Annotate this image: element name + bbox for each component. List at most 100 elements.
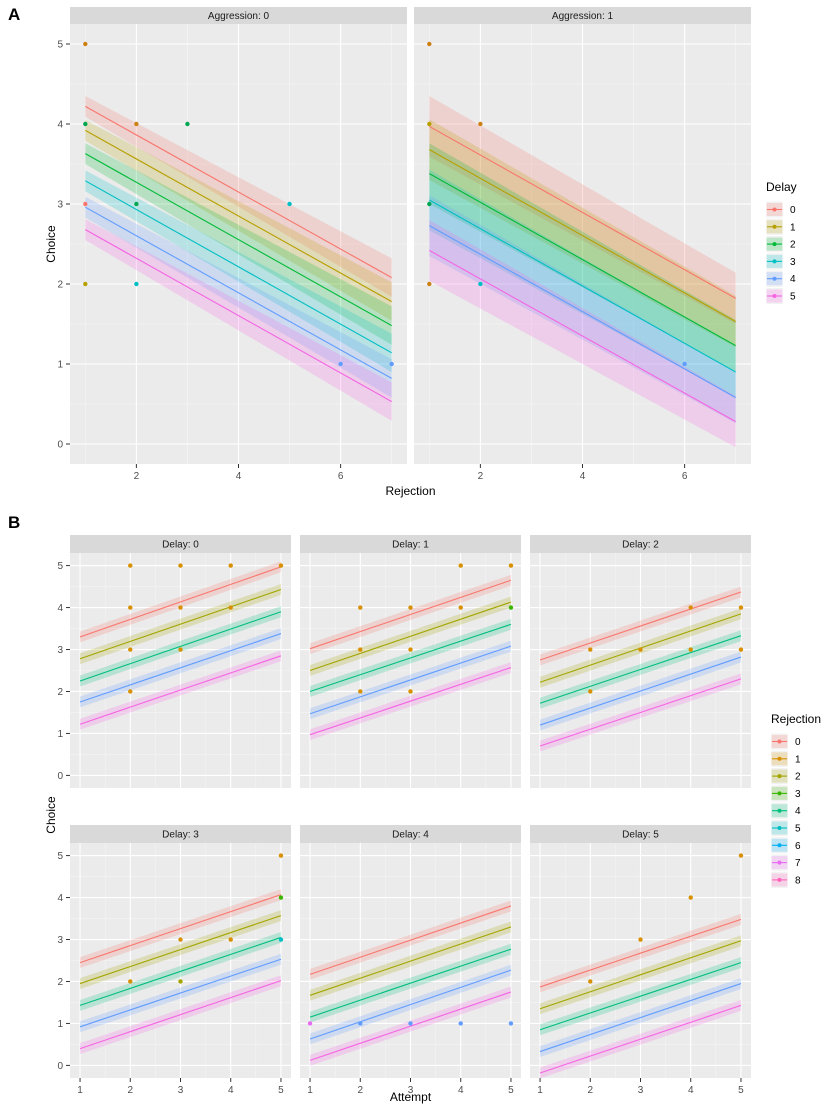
a-panel-0-data-point [389,361,394,367]
b-legend-key-point [777,791,782,796]
b-panel-3-x-tick-label: 4 [228,1085,234,1096]
b-panel-3-data-point [278,937,284,942]
b-legend-label: 7 [795,858,801,869]
b-panel-3-data-point [278,895,284,900]
b-panel-4-x-tick-label: 2 [357,1085,363,1096]
b-panel-4-data-point [408,1021,413,1026]
b-legend-key-point [777,774,782,779]
a-panel-0-x-tick-label: 2 [134,471,140,482]
panel-tag-a: A [8,5,20,24]
a-panel-1-strip-label: Aggression: 1 [552,11,614,22]
a-panel-0-fit-line-3 [85,180,392,354]
b-panel-2-data-point [738,605,744,610]
b-panel-1-strip [300,535,521,553]
b-panel-2-strip-label: Delay: 2 [622,540,659,551]
a-legend-label: 3 [790,257,796,268]
a-panel-1-fit-line-4 [429,225,736,399]
b-panel-2-fit-line-0 [539,591,742,661]
b-panel-0-fit-line-6 [79,633,282,703]
b-panel-3-data-point [178,979,183,984]
b-panel-0-y-tick-label: 5 [57,561,63,572]
b-panel-1-data-point [408,647,413,652]
b-panel-5-x-tick-label: 1 [537,1085,543,1096]
b-panel-4-fit-line-4 [309,948,512,1018]
b-legend-title: Rejection [771,712,821,726]
b-panel-5-data-point [738,853,744,858]
a-panel-0-x-tick-label: 6 [338,471,344,482]
b-legend-label: 4 [795,806,801,817]
b-panel-1-data-point [358,605,363,610]
b-panel-3-fit-line-8 [79,980,282,1050]
b-panel-1-data-point [408,605,413,610]
b-panel-4-fit-line-6 [309,969,512,1040]
a-panel-1-ci-band-5 [429,220,736,448]
a-panel-0-data-point [83,121,88,127]
a-panel-0-fit-line-0 [85,105,392,279]
b-panel-0-y-tick-label: 2 [57,687,63,698]
b-panel-3-x-tick-label: 1 [77,1085,83,1096]
a-panel-0-fit-line-4 [85,206,392,379]
b-panel-4-data-point [358,1021,363,1026]
b-y-axis-title: Choice [44,796,58,834]
a-x-axis-title: Rejection [385,484,435,498]
b-panel-5-fit-line-4 [539,962,742,1031]
a-panel-0-data-point [83,201,88,207]
a-legend-label: 1 [790,222,796,233]
b-legend-key-point [777,860,782,865]
b-panel-5-strip-label: Delay: 5 [622,830,659,841]
a-panel-0-data-point [338,361,343,367]
a-legend-key-point [772,259,777,264]
b-panel-2-data-point [588,689,593,694]
b-panel-1-data-point [508,563,514,568]
b-panel-2-data-point [738,647,744,652]
a-panel-1-fit-line-1 [429,149,736,323]
a-panel-1-x-tick-label: 4 [580,471,586,482]
b-panel-5-fit-line-6 [539,983,742,1053]
b-panel-3-data-point [278,853,284,858]
a-panel-0-x-tick-label: 4 [236,471,242,482]
b-panel-0-data-point [128,647,133,652]
a-panel-0-fit-line-1 [85,129,392,303]
b-panel-3-data-point [178,937,183,942]
b-panel-3-fit-line-4 [79,936,282,1006]
b-panel-3-y-tick-label: 0 [57,1061,63,1072]
a-panel-0-ci-band-2 [85,143,392,345]
b-panel-0-y-tick-label: 1 [57,729,63,740]
b-panel-4-strip-label: Delay: 4 [392,830,429,841]
b-panel-4-fit-line-8 [309,991,512,1061]
b-panel-1-data-point [358,647,363,652]
a-panel-0-fit-line-5 [85,229,392,403]
a-panel-0-fit-line-2 [85,153,392,327]
a-panel-0-data-point [185,121,190,127]
b-panel-2-data-point [638,647,643,652]
a-panel-0-ci-band-5 [85,219,392,421]
b-panel-0-data-point [128,605,133,610]
panel-tag-b: B [8,513,20,532]
b-panel-0-data-point [128,563,133,568]
b-panel-0-y-tick-label: 3 [57,645,63,656]
b-panel-3-fit-line-2 [79,915,282,985]
b-panel-1-fit-line-8 [309,667,512,736]
a-legend-key-point [772,242,777,247]
a-panel-1-data-point [427,201,432,207]
a-legend-label: 5 [790,292,796,303]
b-panel-5-fit-line-8 [539,1004,742,1074]
b-panel-1-data-point [458,563,463,568]
a-panel-1-ci-band-4 [429,195,736,424]
b-panel-4-x-tick-label: 3 [408,1085,414,1096]
a-legend-key-point [772,276,777,281]
b-legend-key-point [777,756,782,761]
b-panel-0-y-tick-label: 0 [57,771,63,782]
b-panel-3-fit-line-0 [79,894,282,964]
b-legend-label: 6 [795,841,801,852]
a-panel-0-y-tick-label: 4 [57,120,63,131]
a-panel-1-data-point [427,121,432,127]
b-legend-key-point [777,877,782,882]
b-panel-0-data-point [178,563,183,568]
b-panel-5-fit-line-2 [539,940,742,1010]
b-panel-3-data-point [228,937,233,942]
b-panel-2-data-point [688,605,693,610]
b-panel-0-strip [70,535,291,553]
a-panel-1-x-tick-label: 6 [682,471,688,482]
b-panel-3-data-point [128,979,133,984]
